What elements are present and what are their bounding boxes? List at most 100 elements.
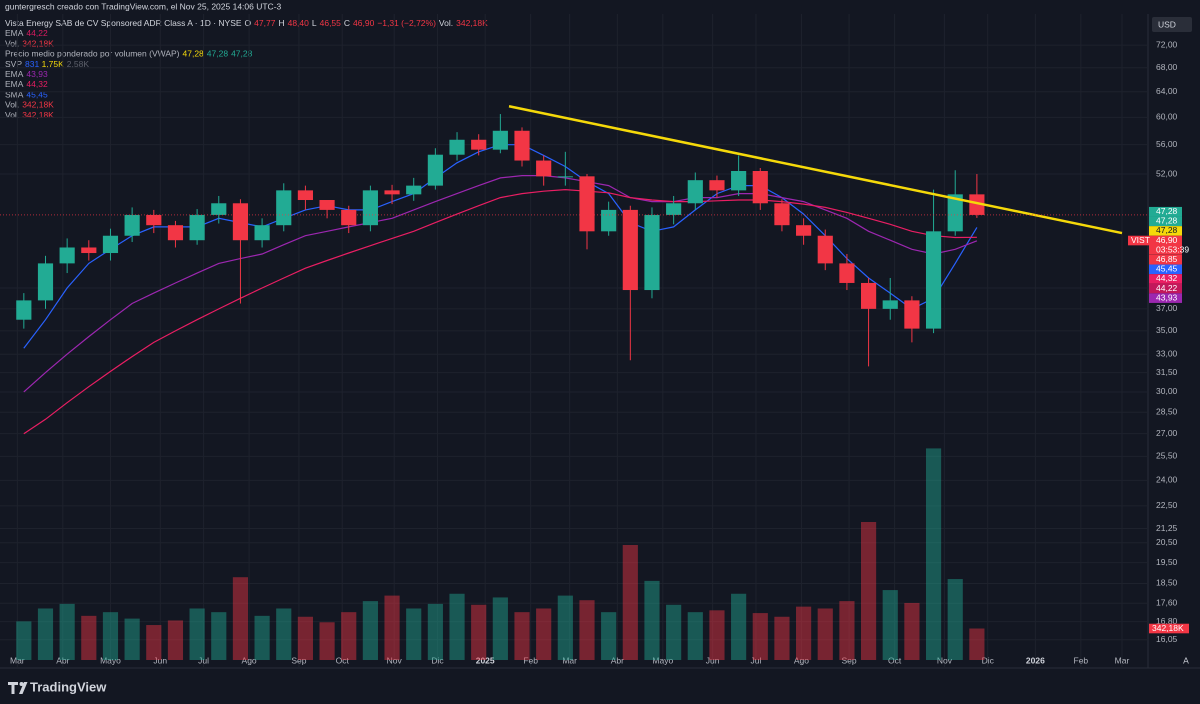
x-tick-label: 2026 xyxy=(1026,655,1045,665)
legend-item: EMA xyxy=(5,69,24,79)
candle-body xyxy=(406,185,422,195)
volume-bar xyxy=(449,593,465,660)
volume-bar xyxy=(232,577,249,660)
price-label-box xyxy=(1149,206,1182,217)
x-tick-label: Oct xyxy=(336,655,350,665)
price-label-box xyxy=(1149,226,1182,236)
candle-body xyxy=(882,300,898,309)
candle-body xyxy=(536,160,552,177)
legend-item: Vista Energy SAB de CV Sponsored ADR Cla… xyxy=(5,18,242,28)
x-tick-label: Jul xyxy=(751,655,762,665)
currency-box[interactable] xyxy=(1152,17,1192,32)
y-tick-label: 25,50 xyxy=(1156,451,1178,461)
candle-body xyxy=(839,263,855,283)
legend-item: 47,28 xyxy=(183,49,205,59)
candle-body xyxy=(752,171,768,204)
candle-body xyxy=(969,194,985,215)
candle-body xyxy=(211,203,227,215)
volume-bar xyxy=(536,608,552,660)
candle-body xyxy=(146,214,162,226)
y-tick-label: 68,00 xyxy=(1156,62,1178,72)
legend: Vista Energy SAB de CV Sponsored ADR Cla… xyxy=(5,18,488,120)
price-label: 46,90 xyxy=(1156,235,1178,245)
x-tick-label: Mar xyxy=(10,655,25,665)
candle-body xyxy=(232,203,249,241)
volume-bar xyxy=(37,608,54,660)
y-tick-label: 64,00 xyxy=(1156,86,1178,96)
y-tick-label: 17,60 xyxy=(1156,597,1178,607)
candle-body xyxy=(297,190,313,201)
candle-body xyxy=(579,176,595,232)
y-tick-label: 52,00 xyxy=(1156,168,1178,178)
candle-body xyxy=(124,214,140,236)
candle-body xyxy=(904,300,920,329)
volume-bar xyxy=(882,590,898,660)
x-tick-label: Abr xyxy=(56,655,69,665)
legend-item: 342,18K xyxy=(456,18,488,28)
y-tick-label: 21,25 xyxy=(1156,523,1178,533)
x-tick-label: Jun xyxy=(153,655,167,665)
price-label: 44,32 xyxy=(1156,273,1178,283)
legend-item: Vol. xyxy=(5,110,19,120)
brand-logo xyxy=(8,682,28,694)
candle-body xyxy=(492,130,508,150)
legend-item: 342,18K xyxy=(22,100,54,110)
ticker-box xyxy=(1128,235,1149,246)
legend-item: 46,55 xyxy=(320,18,342,28)
x-tick-label: Mayo xyxy=(652,655,673,665)
candle-body xyxy=(557,176,573,178)
candle-body xyxy=(731,171,747,191)
candle-body xyxy=(622,209,638,291)
y-tick-label: 18,50 xyxy=(1156,578,1178,588)
price-label-box xyxy=(1149,283,1182,294)
legend-item: 2,58K xyxy=(67,59,90,69)
legend-item: 1,75K xyxy=(42,59,65,69)
legend-row: EMA 43,93 xyxy=(5,69,48,79)
volume-bar xyxy=(622,545,638,660)
candle-body xyxy=(384,190,400,195)
volume-bar xyxy=(211,612,227,660)
candle-body xyxy=(687,180,703,204)
legend-item: 342,18K xyxy=(22,39,54,49)
volume-bar xyxy=(319,622,335,660)
ticker: VIST xyxy=(1131,235,1150,245)
x-tick-label: Sep xyxy=(842,655,857,665)
currency[interactable]: USD xyxy=(1158,19,1176,29)
volume-bar xyxy=(189,608,205,660)
x-tick-label: Abr xyxy=(611,655,624,665)
volume-bar xyxy=(427,603,443,660)
volume-bar xyxy=(731,593,747,660)
legend-item: Precio medio ponderado por volumen (VWAP… xyxy=(5,49,180,59)
volume-bar xyxy=(362,601,378,660)
volume-bar xyxy=(16,621,32,660)
moving-average xyxy=(23,175,978,393)
legend-item: SMA xyxy=(5,90,24,100)
x-tick-label: Ago xyxy=(794,655,809,665)
volume-bar xyxy=(297,616,313,660)
legend-row: Vol. 342,18K xyxy=(5,110,54,120)
legend-item: Vol. xyxy=(5,100,19,110)
price-label: 43,93 xyxy=(1156,292,1178,302)
volume-bar xyxy=(839,601,855,660)
legend-item: C xyxy=(344,18,350,28)
legend-item: 831 xyxy=(25,59,39,69)
legend-row: EMA 44,32 xyxy=(5,79,48,89)
x-tick-label: Feb xyxy=(1074,655,1089,665)
candle-body xyxy=(81,247,97,254)
volume-label-box xyxy=(1149,623,1189,634)
legend-item: L xyxy=(312,18,317,28)
volume-bar xyxy=(514,612,530,660)
x-tick-label: Jul xyxy=(198,655,209,665)
auto-scale[interactable]: A xyxy=(1183,655,1189,665)
volume-bar xyxy=(167,620,184,660)
candle-body xyxy=(102,235,119,254)
x-tick-label: Feb xyxy=(523,655,538,665)
candle-body xyxy=(925,231,942,329)
candle-body xyxy=(947,194,963,232)
y-tick-label: 24,00 xyxy=(1156,475,1178,485)
legend-item: O xyxy=(245,18,252,28)
legend-item: 44,32 xyxy=(26,79,48,89)
